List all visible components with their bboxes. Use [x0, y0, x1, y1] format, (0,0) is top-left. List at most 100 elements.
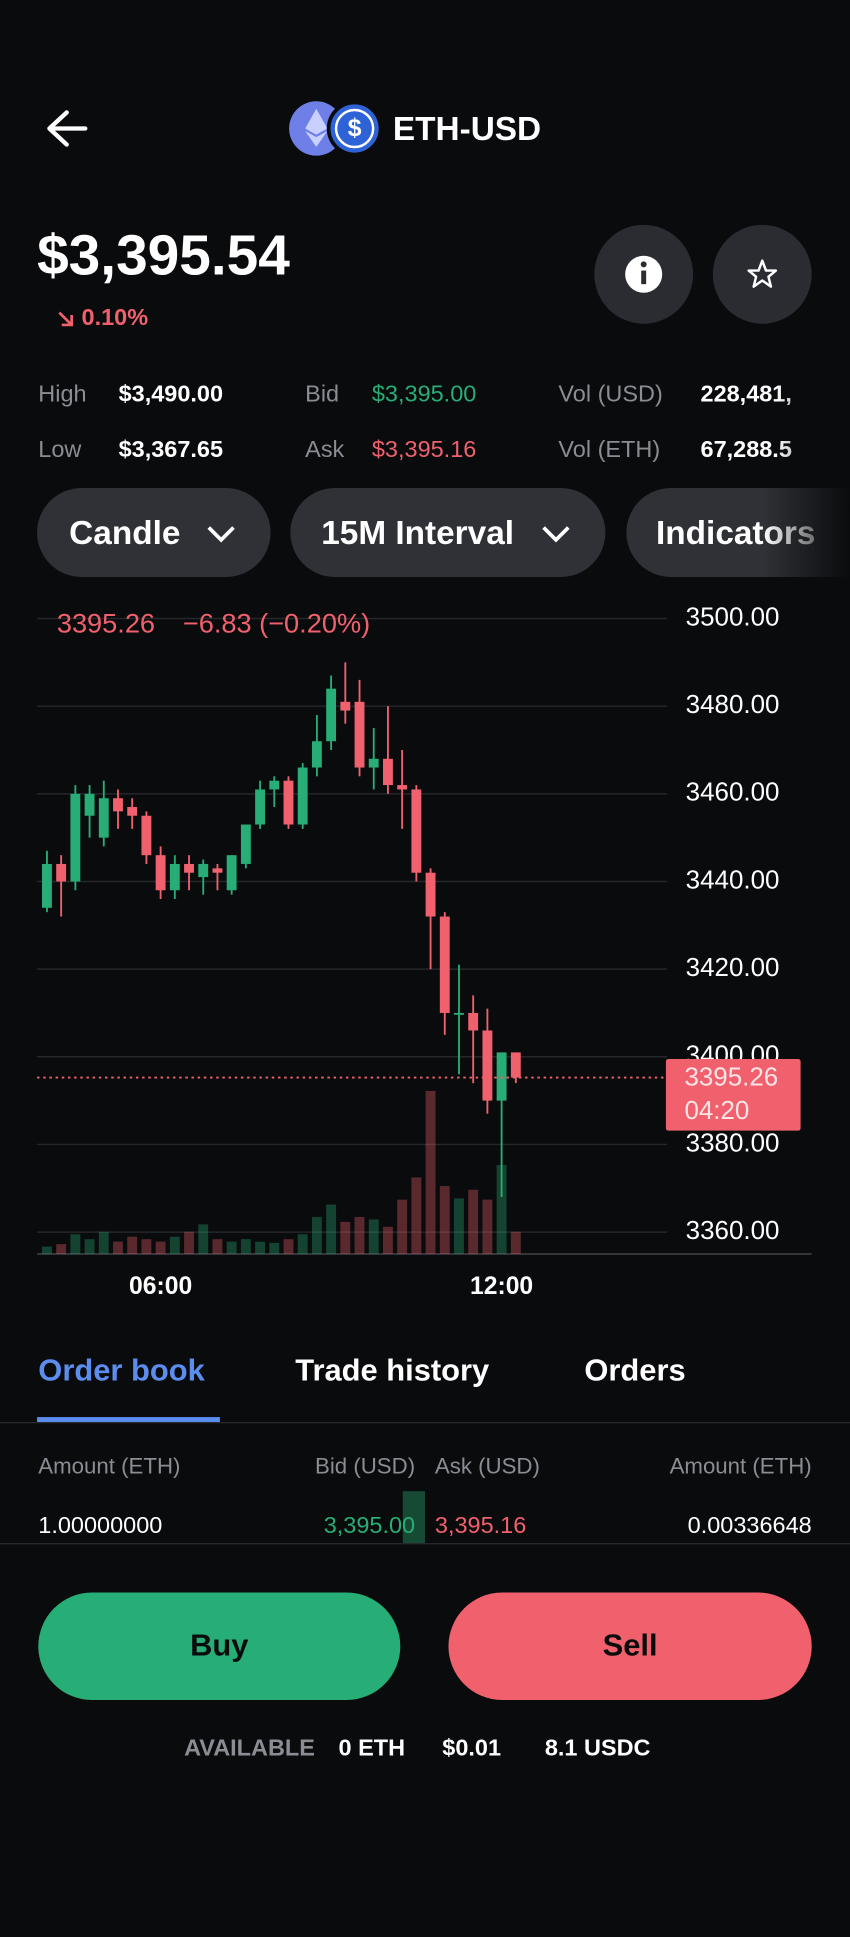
- candle-body: [198, 863, 209, 878]
- volume-bar: [70, 1234, 81, 1255]
- volume-bar: [113, 1241, 123, 1255]
- column-header: Ask (USD): [434, 1453, 540, 1479]
- fade: [763, 481, 850, 584]
- volume-bar: [382, 1226, 393, 1255]
- volume-bar: [354, 1216, 365, 1255]
- candle-body: [354, 701, 365, 768]
- candle-body: [127, 806, 138, 816]
- volume-bar: [482, 1199, 493, 1255]
- candle-body: [510, 1052, 521, 1078]
- volume-bar: [169, 1236, 180, 1255]
- volume-bar: [56, 1244, 67, 1255]
- column-header: Amount (ETH): [38, 1453, 181, 1479]
- column-header: Bid (USD): [315, 1453, 416, 1479]
- candle-body: [184, 863, 194, 873]
- candlestick-chart: 3360.003380.003400.003420.003440.003460.…: [37, 603, 812, 1300]
- available-label: AVAILABLE: [184, 1735, 315, 1762]
- stat-label: Vol (ETH): [558, 437, 661, 464]
- y-tick-label: 3460.00: [686, 779, 780, 807]
- stat-value: $3,395.16: [371, 437, 477, 464]
- volume-bar: [297, 1234, 308, 1255]
- x-tick-label: 06:00: [129, 1273, 192, 1300]
- stat-label: High: [38, 381, 87, 408]
- volume-bar: [212, 1239, 223, 1255]
- volume-bar: [397, 1199, 408, 1255]
- candle-body: [56, 863, 67, 882]
- volume-bar: [425, 1090, 436, 1255]
- stat-value: $3,490.00: [118, 381, 224, 408]
- candle-body: [84, 793, 95, 816]
- candle-body: [311, 741, 322, 768]
- buy-button[interactable]: Buy: [38, 1592, 401, 1701]
- volume-bar: [198, 1224, 209, 1255]
- button-label: 15M Interval: [321, 514, 515, 552]
- info-button[interactable]: [594, 224, 694, 324]
- favorite-button[interactable]: [712, 224, 812, 324]
- candle-body: [397, 785, 408, 790]
- volume-bar: [439, 1186, 450, 1255]
- stat-label: Bid: [305, 381, 340, 408]
- candle-body: [425, 872, 436, 917]
- button-label: Candle: [69, 514, 181, 552]
- candle-body: [269, 780, 280, 790]
- volume-bar: [411, 1177, 422, 1255]
- y-tick-label: 3360.00: [686, 1217, 780, 1245]
- fade: [775, 370, 850, 482]
- last-price-box: [665, 1059, 801, 1131]
- candle-body: [113, 798, 123, 812]
- stat-label: Ask: [305, 437, 345, 464]
- candle-body: [496, 1052, 507, 1101]
- tab[interactable]: Orders: [584, 1353, 686, 1389]
- volume-bar: [255, 1241, 266, 1255]
- down-arrow: [58, 311, 74, 327]
- legend-change: −6.83 (−0.20%): [183, 607, 370, 638]
- candle-body: [454, 1012, 464, 1015]
- chart-type-button[interactable]: [37, 488, 271, 577]
- y-tick-label: 3380.00: [686, 1129, 780, 1157]
- interval-button[interactable]: [290, 488, 606, 577]
- available-item: 8.1 USDC: [544, 1735, 651, 1762]
- pair-title: ETH-USD: [392, 110, 542, 148]
- y-tick-label: 3480.00: [686, 691, 780, 719]
- candle-body: [468, 1012, 479, 1031]
- candle-body: [382, 758, 393, 786]
- divider: [0, 1422, 850, 1424]
- candle-body: [255, 789, 266, 825]
- tab-underline: [37, 1417, 220, 1423]
- legend-price: 3395.26: [57, 607, 155, 638]
- volume-bar: [240, 1239, 251, 1255]
- tab-active[interactable]: Order book: [38, 1353, 205, 1389]
- candle-body: [169, 863, 180, 891]
- price-change: 0.10%: [81, 305, 149, 332]
- y-tick-label: 3420.00: [686, 954, 780, 982]
- candle-body: [141, 815, 152, 856]
- candle-body: [297, 767, 308, 825]
- chevron: [207, 526, 235, 543]
- available-item: $0.01: [442, 1735, 502, 1762]
- candle-body: [98, 798, 109, 838]
- candle-body: [482, 1030, 493, 1101]
- volume-bar: [98, 1231, 109, 1255]
- volume-bar: [326, 1204, 337, 1255]
- volume-bar: [141, 1239, 152, 1255]
- tab[interactable]: Trade history: [295, 1353, 490, 1389]
- back-button[interactable]: [44, 109, 88, 149]
- candle-body: [439, 916, 450, 1013]
- countdown-label: 04:20: [684, 1097, 749, 1125]
- price: $3,395.54: [37, 222, 290, 287]
- candle-body: [368, 758, 379, 768]
- candle-body: [411, 789, 422, 873]
- volume-bar: [368, 1219, 379, 1255]
- candle-body: [326, 688, 337, 742]
- sell-button[interactable]: Sell: [448, 1592, 812, 1701]
- volume-bar: [283, 1239, 294, 1255]
- volume-bar: [496, 1165, 507, 1255]
- y-tick-label: 3500.00: [686, 603, 780, 631]
- stat-label: Vol (USD): [558, 381, 663, 408]
- column-header: Amount (ETH): [669, 1453, 812, 1479]
- x-tick-label: 12:00: [470, 1273, 533, 1300]
- candle-body: [226, 855, 237, 891]
- volume-bar: [269, 1242, 280, 1255]
- depth-bar: [402, 1491, 426, 1544]
